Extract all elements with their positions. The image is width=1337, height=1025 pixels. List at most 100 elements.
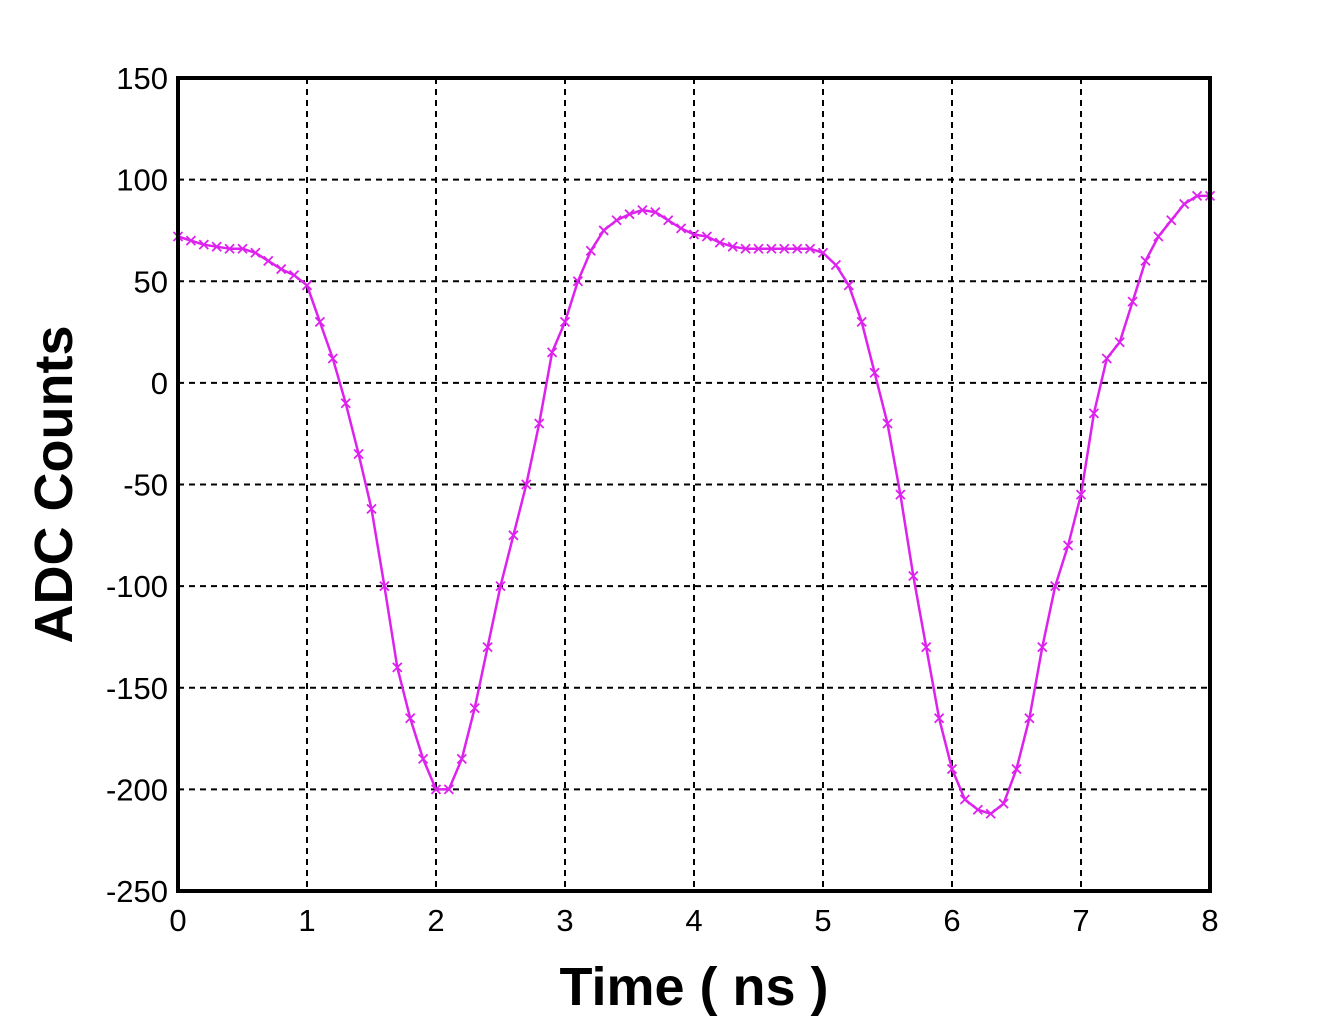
data-point-marker <box>998 798 1009 809</box>
y-tick-label: 100 <box>116 163 168 198</box>
data-point-marker <box>1011 763 1022 775</box>
x-tick-label: 4 <box>685 903 702 938</box>
data-point-marker <box>908 570 919 582</box>
data-point-marker <box>1050 580 1061 592</box>
data-point-marker <box>882 418 893 429</box>
data-point-marker <box>804 243 816 254</box>
data-point-marker <box>559 316 571 328</box>
data-point-marker <box>1191 190 1203 202</box>
data-point-marker <box>301 280 313 291</box>
plot-frame <box>176 76 1212 893</box>
data-point-marker <box>430 784 442 795</box>
data-point-marker <box>1062 540 1074 551</box>
data-point-marker <box>353 448 364 460</box>
data-point-marker <box>714 237 725 248</box>
data-point-marker <box>1037 641 1048 653</box>
x-tick-label: 7 <box>1072 903 1089 938</box>
data-point-marker <box>933 713 945 724</box>
data-point-marker <box>779 243 790 254</box>
data-point-marker <box>1075 489 1087 500</box>
data-point-marker <box>1088 408 1100 419</box>
x-axis-title: Time ( ns ) <box>559 957 828 1017</box>
data-point-marker <box>598 225 609 236</box>
data-point-marker <box>1153 231 1164 242</box>
data-point-marker <box>766 243 777 254</box>
data-point-marker <box>972 804 983 815</box>
data-point-marker <box>482 641 493 653</box>
x-tick-label: 3 <box>556 903 573 938</box>
data-point-marker <box>624 209 635 220</box>
y-tick-labels: -250 -200 -150 -100 -50 0 50 100 150 <box>106 61 168 909</box>
data-point-marker <box>327 353 338 364</box>
y-tick-label: 0 <box>151 366 168 401</box>
data-point-marker <box>792 243 803 254</box>
data-point-marker <box>650 207 661 218</box>
data-point-marker <box>198 239 209 250</box>
y-tick-label: 150 <box>116 61 168 96</box>
data-point-marker <box>946 763 958 775</box>
data-point-marker <box>701 231 713 242</box>
data-point-marker <box>211 241 222 252</box>
data-point-marker <box>1179 198 1190 210</box>
series-layer <box>172 190 1216 819</box>
data-point-marker <box>921 641 932 653</box>
data-point-marker <box>637 204 648 216</box>
data-point-marker <box>572 276 584 287</box>
data-point-marker <box>456 753 467 765</box>
data-point-marker <box>985 808 996 819</box>
data-point-marker <box>250 247 261 258</box>
data-point-marker <box>508 530 519 541</box>
x-tick-label: 5 <box>814 903 831 938</box>
data-point-marker <box>1024 713 1035 724</box>
data-point-marker <box>185 235 197 246</box>
data-point-marker <box>237 243 248 254</box>
data-point-marker <box>314 316 326 328</box>
data-point-marker <box>443 784 455 795</box>
x-tick-labels: 0 1 2 3 4 5 6 7 8 <box>169 903 1218 938</box>
data-point-marker <box>379 580 390 592</box>
data-point-marker <box>1114 337 1125 348</box>
y-tick-label: -150 <box>106 671 168 706</box>
data-point-marker <box>727 241 738 252</box>
data-point-marker <box>1140 255 1151 267</box>
data-point-marker <box>1166 215 1177 226</box>
grid-lines <box>178 78 1210 891</box>
data-point-marker <box>521 479 532 490</box>
x-tick-label: 1 <box>298 903 315 938</box>
data-point-marker <box>392 662 403 673</box>
y-axis-title: ADC Counts <box>24 326 84 644</box>
data-point-marker <box>856 316 867 328</box>
y-tick-label: -250 <box>106 874 168 909</box>
data-point-marker <box>263 255 274 267</box>
y-tick-label: 50 <box>134 264 168 299</box>
data-point-marker <box>688 229 700 240</box>
x-tick-label: 2 <box>427 903 444 938</box>
data-point-marker <box>895 489 906 500</box>
x-tick-label: 6 <box>943 903 960 938</box>
data-point-marker <box>276 263 287 275</box>
x-tick-label: 8 <box>1201 903 1218 938</box>
data-point-marker <box>534 418 545 429</box>
data-point-marker <box>611 215 622 226</box>
data-point-marker <box>585 245 596 256</box>
data-point-marker <box>469 702 480 714</box>
data-point-marker <box>843 280 854 291</box>
data-point-marker <box>959 794 971 805</box>
data-point-marker <box>366 503 377 515</box>
data-point-marker <box>753 243 764 254</box>
data-point-marker <box>869 367 880 378</box>
data-point-marker <box>1127 296 1138 307</box>
data-point-marker <box>740 243 751 254</box>
data-point-marker <box>340 398 351 409</box>
data-point-marker <box>495 580 506 592</box>
data-point-marker <box>830 259 842 271</box>
data-point-marker <box>224 243 235 254</box>
y-tick-label: -100 <box>106 569 168 604</box>
data-point-marker <box>546 347 558 358</box>
data-point-marker <box>405 713 416 724</box>
data-point-marker <box>288 270 300 281</box>
data-point-marker <box>675 223 687 234</box>
data-point-marker <box>663 215 674 226</box>
data-point-marker <box>417 753 429 765</box>
